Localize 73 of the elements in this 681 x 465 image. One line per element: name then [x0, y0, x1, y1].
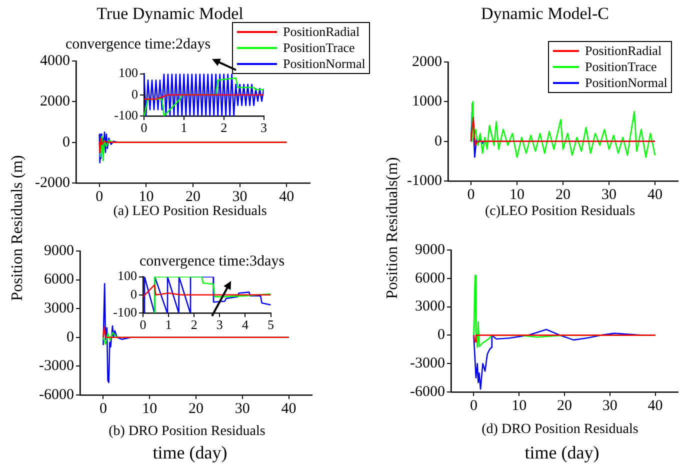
x-tick-label: 1 — [180, 120, 188, 136]
y-tick-label: 0 — [438, 327, 445, 344]
y-tick-label: -6000 — [39, 386, 74, 403]
x-tick-label: 20 — [557, 398, 572, 414]
y-tick-label: -2000 — [35, 174, 70, 191]
y-tick-label: 4000 — [40, 52, 70, 69]
y-tick-label: -100 — [114, 107, 138, 122]
y-tick-label: 2000 — [40, 94, 70, 110]
x-axis-title: time (day) — [524, 442, 600, 464]
y-tick-label: -1000 — [407, 172, 442, 189]
x-tick-label: 0 — [99, 400, 107, 417]
text: (c)LEO Position Residuals — [484, 204, 636, 220]
x-tick-label: 40 — [279, 188, 294, 205]
y-tick-label: 100 — [118, 65, 138, 80]
annotation: convergence time:3days — [139, 254, 285, 270]
x-tick-label: 40 — [281, 400, 296, 417]
y-tick-label: 9000 — [44, 242, 74, 259]
x-tick-label: 3 — [260, 120, 267, 136]
x-tick-label: 20 — [188, 400, 204, 417]
y-tick-label: -3000 — [410, 356, 445, 372]
legend-label: PositionRadial — [585, 43, 662, 59]
y-tick-label: 0 — [132, 86, 138, 102]
y-tick-label: 0 — [62, 134, 70, 150]
y-tick-label: 0 — [434, 133, 442, 150]
x-axis-title: time (day) — [152, 442, 228, 464]
chart-title: Dynamic Model-C — [481, 4, 609, 24]
y-tick-label: 0 — [130, 286, 137, 302]
y-tick-label: 3000 — [44, 300, 74, 317]
y-axis-title: Position Residuals (m) — [9, 155, 27, 301]
y-tick-label: 6000 — [415, 270, 445, 286]
x-tick-label: 20 — [186, 188, 200, 205]
x-tick-label: 20 — [556, 186, 570, 203]
y-tick-label: 0 — [66, 329, 74, 346]
text: convergence time:2days — [65, 36, 211, 54]
x-tick-label: 0 — [140, 120, 148, 136]
x-tick-label: 30 — [232, 188, 248, 205]
x-tick-label: 0 — [96, 188, 104, 205]
y-tick-label: -6000 — [410, 384, 445, 400]
legend-label: PositionTrace — [283, 40, 355, 56]
x-tick-label: 2 — [220, 120, 228, 136]
x-tick-label: 0 — [470, 398, 478, 414]
x-tick-label: 1 — [165, 317, 172, 332]
y-tick-label: -3000 — [39, 358, 74, 374]
legend-label: PositionTrace — [585, 59, 657, 75]
text: (d) DRO Position Residuals — [482, 422, 638, 438]
x-tick-label: 0 — [467, 186, 475, 203]
y-tick-label: 6000 — [44, 272, 74, 288]
x-tick-label: 40 — [648, 398, 663, 414]
chart-title: True Dynamic Model — [96, 4, 244, 24]
text: (b) DRO Position Residuals — [108, 424, 266, 440]
x-tick-label: 4 — [242, 317, 249, 332]
y-tick-label: 100 — [118, 268, 137, 284]
x-tick-label: 30 — [602, 186, 616, 203]
y-tick-label: -100 — [113, 304, 137, 320]
x-tick-label: 30 — [602, 398, 618, 414]
x-tick-label: 10 — [510, 186, 524, 203]
x-tick-label: 30 — [234, 400, 250, 417]
y-axis-title: Position Residuals(m) — [384, 157, 402, 299]
x-tick-label: 3 — [216, 317, 223, 332]
y-tick-label: 2000 — [412, 54, 442, 70]
x-tick-label: 40 — [648, 186, 662, 203]
x-tick-label: 10 — [512, 398, 527, 414]
legend-label: PositionNormal — [585, 75, 668, 91]
y-tick-label: 9000 — [415, 242, 445, 258]
x-tick-label: 5 — [268, 317, 274, 332]
legend-label: PositionRadial — [283, 24, 360, 40]
x-tick-label: 10 — [142, 400, 158, 417]
legend-label: PositionNormal — [283, 56, 366, 72]
y-tick-label: 1000 — [412, 94, 442, 110]
x-tick-label: 2 — [190, 317, 198, 332]
text: (a) LEO Position Residuals — [113, 204, 267, 220]
x-tick-label: 10 — [138, 188, 154, 205]
y-tick-label: 3000 — [415, 298, 445, 315]
